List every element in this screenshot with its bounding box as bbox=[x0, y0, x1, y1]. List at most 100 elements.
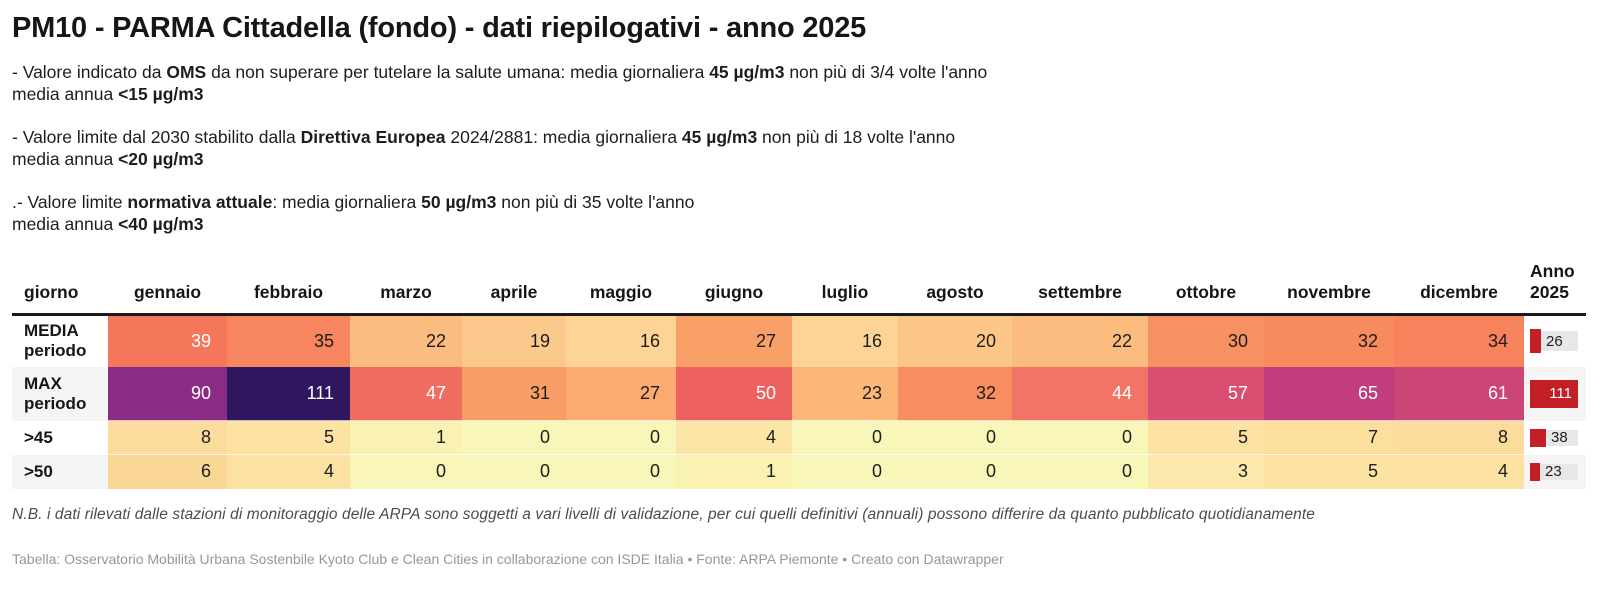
col-header-dicembre: dicembre bbox=[1420, 282, 1498, 302]
cell-media-periodo-giugno: 27 bbox=[676, 314, 792, 367]
table-row-max-periodo: MAX periodo 90 111 47 31 27 50 23 32 44 57 65 61 111 bbox=[12, 366, 1586, 421]
anno-cell-gt45: 38 bbox=[1524, 420, 1586, 455]
cell-media-periodo-maggio: 16 bbox=[566, 314, 676, 367]
row-label-media-periodo: MEDIA periodo bbox=[12, 314, 108, 367]
cell-gt45-luglio: 0 bbox=[792, 420, 898, 455]
cell-gt50-luglio: 0 bbox=[792, 454, 898, 489]
anno-bar-track: 23 bbox=[1530, 462, 1578, 481]
cell-gt50-giugno: 1 bbox=[676, 454, 792, 489]
intro-paragraph-1: - Valore indicato da OMS da non superare… bbox=[12, 61, 1588, 105]
cell-gt50-dicembre: 4 bbox=[1394, 454, 1524, 489]
intro-paragraph-2: - Valore limite dal 2030 stabilito dalla… bbox=[12, 126, 1588, 170]
cell-gt45-gennaio: 8 bbox=[108, 420, 227, 455]
col-header-anno-2025: Anno 2025 bbox=[1530, 261, 1575, 302]
col-header-agosto: agosto bbox=[926, 282, 984, 302]
cell-max-periodo-ottobre: 57 bbox=[1148, 366, 1264, 421]
intro-text-line: media annua <20 µg/m3 bbox=[12, 149, 204, 169]
intro-text-line: media annua <15 µg/m3 bbox=[12, 84, 204, 104]
pm10-table: giorno gennaio febbraio marzo aprile maggio gi… bbox=[12, 261, 1586, 489]
col-header-giorno: giorno bbox=[24, 282, 79, 302]
anno-bar-track: 38 bbox=[1530, 428, 1578, 447]
datawrapper-table-page: PM10 - PARMA Cittadella (fondo) - dati r… bbox=[12, 12, 1588, 567]
intro-notes: - Valore indicato da OMS da non superare… bbox=[12, 61, 1588, 235]
row-label-max-periodo: MAX periodo bbox=[12, 366, 108, 421]
cell-gt45-settembre: 0 bbox=[1012, 420, 1148, 455]
cell-max-periodo-dicembre: 61 bbox=[1394, 366, 1524, 421]
cell-gt50-gennaio: 6 bbox=[108, 454, 227, 489]
table-row-media-periodo: MEDIA periodo 39 35 22 19 16 27 16 20 22 30 32 34 26 bbox=[12, 314, 1586, 367]
intro-text-line: - Valore limite dal 2030 stabilito dalla… bbox=[12, 127, 956, 147]
col-header-gennaio: gennaio bbox=[133, 282, 202, 302]
cell-media-periodo-gennaio: 39 bbox=[108, 314, 227, 367]
cell-gt50-marzo: 0 bbox=[350, 454, 462, 489]
col-header-settembre: settembre bbox=[1038, 282, 1122, 302]
intro-text-line: - Valore indicato da OMS da non superare… bbox=[12, 62, 988, 82]
cell-gt45-febbraio: 5 bbox=[227, 420, 350, 455]
cell-gt50-maggio: 0 bbox=[566, 454, 676, 489]
cell-max-periodo-maggio: 27 bbox=[566, 366, 676, 421]
cell-max-periodo-settembre: 44 bbox=[1012, 366, 1148, 421]
cell-gt50-febbraio: 4 bbox=[227, 454, 350, 489]
cell-media-periodo-febbraio: 35 bbox=[227, 314, 350, 367]
cell-gt45-ottobre: 5 bbox=[1148, 420, 1264, 455]
cell-media-periodo-agosto: 20 bbox=[898, 314, 1012, 367]
table-row-gt50: >50 6 4 0 0 0 1 0 0 0 3 5 4 23 bbox=[12, 454, 1586, 489]
col-header-aprile: aprile bbox=[490, 282, 538, 302]
anno-value-gt50: 23 bbox=[1545, 463, 1562, 480]
cell-max-periodo-luglio: 23 bbox=[792, 366, 898, 421]
cell-max-periodo-agosto: 32 bbox=[898, 366, 1012, 421]
intro-text-line: media annua <40 µg/m3 bbox=[12, 214, 204, 234]
anno-bar-gt50 bbox=[1530, 462, 1540, 481]
cell-max-periodo-marzo: 47 bbox=[350, 366, 462, 421]
cell-gt50-novembre: 5 bbox=[1264, 454, 1394, 489]
cell-gt45-aprile: 0 bbox=[462, 420, 566, 455]
cell-gt45-maggio: 0 bbox=[566, 420, 676, 455]
cell-gt50-ottobre: 3 bbox=[1148, 454, 1264, 489]
cell-media-periodo-aprile: 19 bbox=[462, 314, 566, 367]
cell-gt45-giugno: 4 bbox=[676, 420, 792, 455]
cell-media-periodo-dicembre: 34 bbox=[1394, 314, 1524, 367]
cell-media-periodo-settembre: 22 bbox=[1012, 314, 1148, 367]
row-label-gt50: >50 bbox=[12, 454, 108, 489]
col-header-maggio: maggio bbox=[589, 282, 653, 302]
anno-bar-track: 111 bbox=[1530, 379, 1578, 408]
attribution-line: Tabella: Osservatorio Mobilità Urbana So… bbox=[12, 550, 1004, 567]
anno-cell-max-periodo: 111 bbox=[1524, 366, 1586, 421]
anno-cell-gt50: 23 bbox=[1524, 454, 1586, 489]
validation-note: N.B. i dati rilevati dalle stazioni di m… bbox=[12, 505, 1316, 523]
anno-value-max-periodo: 111 bbox=[1549, 385, 1572, 402]
cell-max-periodo-aprile: 31 bbox=[462, 366, 566, 421]
table-header-row: giorno gennaio febbraio marzo aprile maggio gi… bbox=[12, 261, 1586, 315]
cell-max-periodo-febbraio: 111 bbox=[227, 366, 350, 421]
col-header-ottobre: ottobre bbox=[1175, 282, 1237, 302]
chart-title: PM10 - PARMA Cittadella (fondo) - dati r… bbox=[12, 12, 867, 44]
cell-gt45-marzo: 1 bbox=[350, 420, 462, 455]
cell-media-periodo-marzo: 22 bbox=[350, 314, 462, 367]
anno-bar-gt45 bbox=[1530, 428, 1546, 447]
table-row-gt45: >45 8 5 1 0 0 4 0 0 0 5 7 8 38 bbox=[12, 420, 1586, 455]
col-header-novembre: novembre bbox=[1287, 282, 1371, 302]
intro-text-line: .- Valore limite normativa attuale: medi… bbox=[12, 192, 695, 212]
anno-value-gt45: 38 bbox=[1551, 429, 1568, 446]
col-header-giugno: giugno bbox=[704, 282, 764, 302]
anno-value-media-periodo: 26 bbox=[1546, 332, 1563, 350]
cell-gt50-aprile: 0 bbox=[462, 454, 566, 489]
cell-media-periodo-novembre: 32 bbox=[1264, 314, 1394, 367]
row-label-gt45: >45 bbox=[12, 420, 108, 455]
anno-bar-media-periodo bbox=[1530, 329, 1541, 354]
cell-gt45-agosto: 0 bbox=[898, 420, 1012, 455]
cell-max-periodo-gennaio: 90 bbox=[108, 366, 227, 421]
anno-bar-max-periodo: 111 bbox=[1530, 379, 1578, 408]
anno-cell-media-periodo: 26 bbox=[1524, 314, 1586, 367]
col-header-febbraio: febbraio bbox=[253, 282, 324, 302]
cell-gt50-agosto: 0 bbox=[898, 454, 1012, 489]
anno-bar-track: 26 bbox=[1530, 329, 1578, 354]
col-header-luglio: luglio bbox=[821, 282, 869, 302]
cell-max-periodo-novembre: 65 bbox=[1264, 366, 1394, 421]
cell-gt45-novembre: 7 bbox=[1264, 420, 1394, 455]
col-header-marzo: marzo bbox=[380, 282, 432, 302]
cell-gt45-dicembre: 8 bbox=[1394, 420, 1524, 455]
cell-gt50-settembre: 0 bbox=[1012, 454, 1148, 489]
cell-media-periodo-ottobre: 30 bbox=[1148, 314, 1264, 367]
intro-paragraph-3: .- Valore limite normativa attuale: medi… bbox=[12, 191, 1588, 235]
